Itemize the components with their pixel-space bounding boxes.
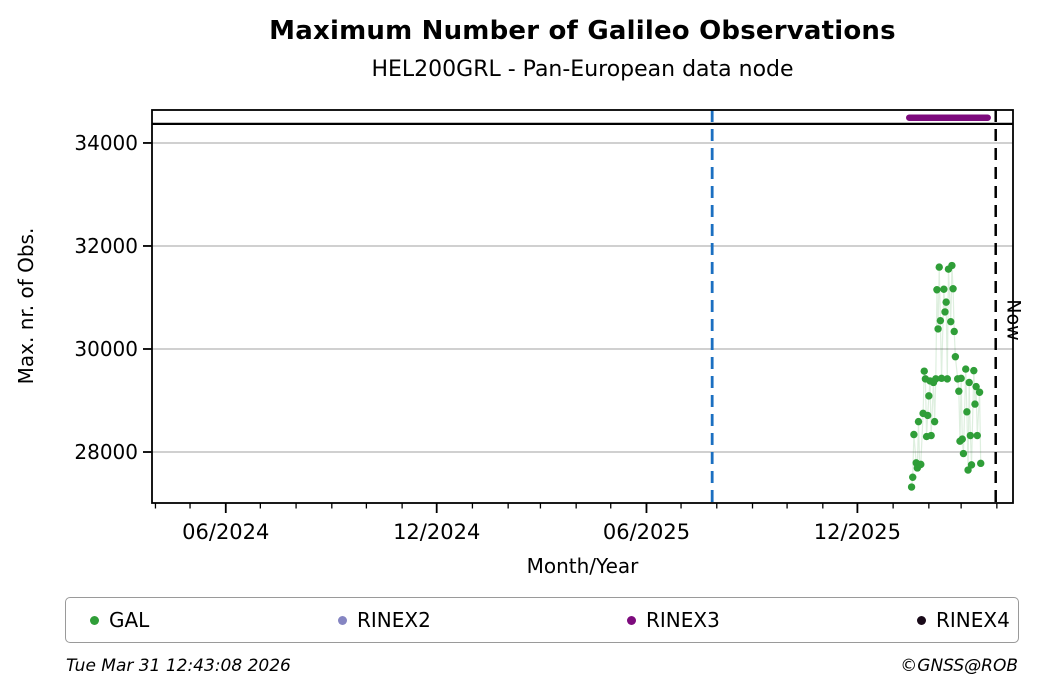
- gal-point: [957, 374, 965, 383]
- legend-swatch-rinex4-icon: [917, 615, 926, 625]
- gal-point: [970, 366, 978, 375]
- x-tick-label: 12/2025: [814, 520, 901, 544]
- gal-point: [937, 374, 946, 383]
- gal-point: [965, 378, 973, 387]
- gal-point: [940, 285, 948, 293]
- x-tick-label: 12/2024: [393, 520, 480, 544]
- y-tick-label: 28000: [74, 440, 138, 464]
- gal-point: [948, 261, 956, 270]
- gal-point: [935, 263, 943, 271]
- legend-swatch-rinex3-icon: [627, 615, 636, 625]
- plot-border: [151, 109, 1014, 504]
- y-tick-label: 34000: [74, 131, 138, 155]
- gal-point: [910, 430, 918, 439]
- legend-label-rinex3: RINEX3: [646, 608, 720, 632]
- legend-item-gal: GAL: [90, 598, 149, 642]
- legend: GAL RINEX2 RINEX3 RINEX4: [65, 597, 1019, 643]
- gal-point: [971, 400, 979, 408]
- legend-label-gal: GAL: [109, 608, 150, 632]
- gal-point: [933, 286, 941, 294]
- gal-point: [966, 431, 975, 440]
- gal-point: [951, 353, 960, 361]
- chart-title: Maximum Number of Galileo Observations: [269, 16, 896, 46]
- gal-point: [975, 388, 984, 396]
- x-axis-label: Month/Year: [526, 554, 639, 578]
- x-tick-label: 06/2024: [182, 520, 269, 544]
- gal-point: [947, 317, 955, 326]
- legend-swatch-gal-icon: [90, 615, 99, 625]
- gal-point: [950, 327, 958, 336]
- legend-label-rinex4: RINEX4: [936, 608, 1010, 632]
- gal-point: [941, 308, 949, 316]
- gal-point: [973, 431, 981, 440]
- plot-timestamp: Tue Mar 31 12:43:08 2026: [66, 656, 291, 676]
- chart-subtitle: HEL200GRL - Pan-European data node: [371, 57, 794, 82]
- legend-item-rinex2: RINEX2: [338, 598, 431, 642]
- legend-label-rinex2: RINEX2: [357, 608, 431, 632]
- gal-point: [914, 417, 923, 426]
- gal-point: [958, 435, 966, 443]
- gal-point: [955, 387, 963, 395]
- y-tick-label: 32000: [74, 234, 138, 258]
- gal-point: [977, 459, 985, 468]
- gal-point: [920, 367, 928, 375]
- gal-point: [924, 411, 932, 420]
- legend-item-rinex3: RINEX3: [627, 598, 720, 642]
- gal-point: [949, 285, 957, 293]
- gal-point: [927, 431, 935, 440]
- gal-point: [943, 375, 952, 383]
- gal-point: [936, 316, 945, 325]
- gal-point: [962, 365, 970, 373]
- legend-item-rinex4: RINEX4: [917, 598, 1010, 642]
- gal-point: [917, 460, 925, 469]
- gal-point: [967, 461, 976, 469]
- gal-point: [942, 298, 950, 306]
- y-tick-label: 30000: [74, 337, 138, 361]
- gal-point: [932, 375, 940, 383]
- gal-point: [963, 408, 971, 416]
- gal-point: [972, 382, 980, 391]
- copyright-credit: ©GNSS@ROB: [900, 656, 1018, 676]
- gal-point: [925, 392, 933, 400]
- gal-point: [909, 473, 917, 481]
- gal-point: [907, 483, 916, 491]
- gal-point: [959, 449, 968, 458]
- gal-point: [930, 417, 939, 426]
- gal-connector-line: [910, 265, 982, 488]
- legend-swatch-rinex2-icon: [338, 615, 347, 625]
- x-tick-label: 06/2025: [603, 520, 690, 544]
- gal-point: [934, 325, 942, 333]
